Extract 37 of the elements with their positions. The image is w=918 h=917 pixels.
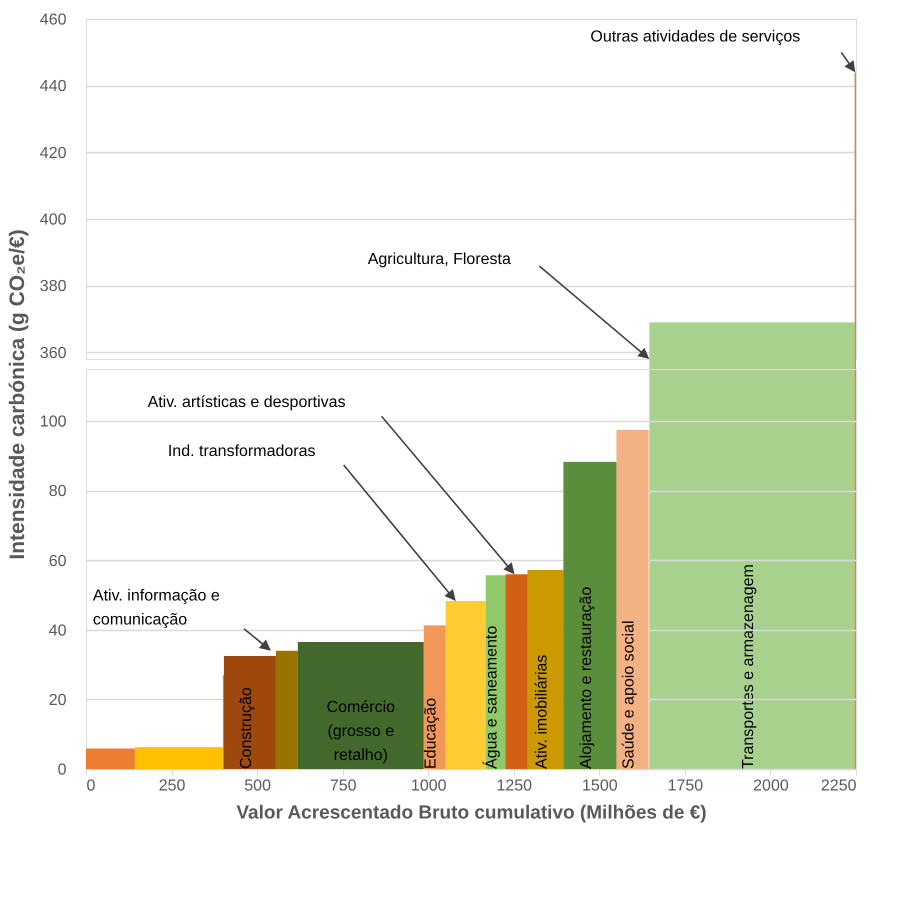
x-tick-label: 750 (330, 778, 357, 794)
annotation: Saúde e apoio social (620, 620, 638, 769)
annotation: Comércio (grosso e retalho) (326, 699, 396, 764)
annotation: Construção (238, 687, 255, 769)
x-tick-label: 2250 (820, 778, 857, 794)
annotation: Ativ. informação e comunicação (92, 588, 220, 629)
y-tick-label: 400 (40, 212, 67, 228)
y-tick-label: 460 (40, 12, 67, 28)
x-tick-label: 250 (158, 778, 186, 794)
y-tick-label: 80 (48, 483, 67, 500)
y-tick-label: 60 (48, 552, 67, 570)
y-tick-label: 0 (58, 762, 67, 778)
annotation: Transportes e armazenagem (740, 564, 757, 769)
y-tick-label: 360 (40, 344, 67, 362)
y-tick-label: 380 (40, 278, 67, 296)
annotation: Ativ. artísticas e desportivas (148, 394, 346, 412)
x-tick-label: 500 (244, 778, 272, 794)
x-tick-label: 0 (86, 778, 96, 794)
annotation: Educação (422, 698, 440, 769)
y-tick-label: 420 (40, 144, 67, 162)
x-axis-title: Valor Acrescentado Bruto cumulativo (Milhões de €) (236, 802, 707, 824)
x-tick-label: 1250 (496, 778, 532, 794)
x-tick-label: 1000 (410, 778, 447, 794)
annotation: Ind. transformadoras (168, 443, 316, 460)
x-tick-label: 2000 (753, 778, 789, 794)
y-tick-label: 20 (48, 692, 67, 709)
annotation: Alojamento e restauração (578, 586, 595, 769)
y-axis-title: Intensidade carbónica (g CO₂e/€) (6, 229, 29, 560)
annotation: Ativ. imobiliárias (533, 654, 550, 769)
annotation: Agricultura, Floresta (368, 251, 511, 268)
x-tick-label: 1500 (582, 778, 618, 794)
x-tick-label: 1750 (668, 778, 704, 794)
annotation: Água e saneamento (482, 626, 501, 769)
y-tick-label: 440 (40, 78, 67, 96)
y-tick-label: 100 (40, 414, 67, 431)
y-tick-label: 40 (48, 622, 67, 640)
annotation: Outras atividades de serviços (590, 28, 800, 46)
